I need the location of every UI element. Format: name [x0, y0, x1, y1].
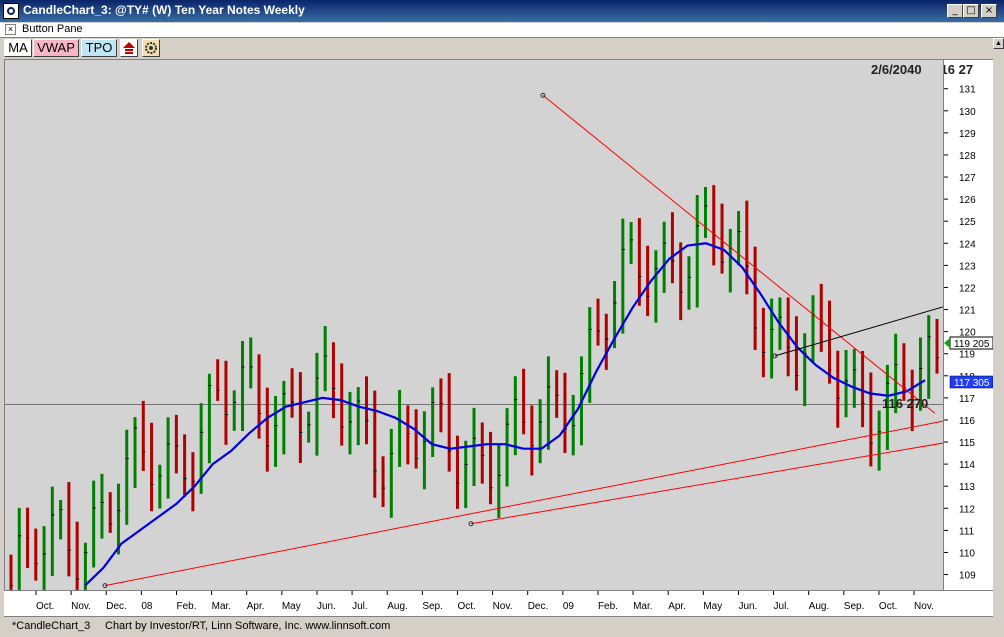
- date-tick-label: Jun.: [317, 601, 336, 612]
- date-label: 2/6/2040: [871, 62, 922, 77]
- price-tick-label: 119: [959, 350, 975, 361]
- date-axis: Oct. Nov. Dec. 08 Feb. Mar. Apr. May Jun. Jul. Aug…: [4, 591, 993, 617]
- date-tick-label: Aug.: [809, 601, 830, 612]
- gear-icon[interactable]: [142, 39, 160, 57]
- price-tick-label: 111: [959, 526, 975, 537]
- ma-value-tag: 117 305: [949, 375, 994, 389]
- price-tick-label: 114: [959, 460, 975, 471]
- price-tick-label: 124: [959, 239, 976, 250]
- moving-average-line: [84, 242, 926, 587]
- price-marker-label: 116 270: [882, 396, 928, 411]
- price-tick-label: 116: [959, 416, 975, 427]
- close-button[interactable]: ×: [981, 4, 997, 18]
- date-tick-label: Feb.: [176, 601, 196, 612]
- date-tick-label: Dec.: [106, 601, 127, 612]
- trendline-channel: [774, 306, 943, 357]
- price-axis-canvas: 116 27 131 130 129 128 127 126 125 124 123 122 121…: [934, 62, 994, 582]
- app-icon: [3, 3, 19, 19]
- price-readout: 116 27: [944, 62, 973, 77]
- trendline-anchor: [772, 353, 778, 359]
- price-tick-label: 131: [959, 85, 976, 96]
- date-tick-label: Mar.: [212, 601, 231, 612]
- price-tick-label: 129: [959, 129, 976, 140]
- trendline-anchor: [540, 92, 546, 98]
- vwap-button[interactable]: VWAP: [33, 39, 79, 57]
- date-tick-label: Oct.: [879, 601, 897, 612]
- price-tick-label: 123: [959, 261, 976, 272]
- trendline-support-1: [104, 420, 943, 587]
- price-chart-canvas: 2/6/2040 116 270: [5, 62, 943, 590]
- price-tick-label: 120: [959, 328, 976, 339]
- date-tick-label: Sep.: [422, 601, 443, 612]
- price-tick-label: 121: [959, 306, 976, 317]
- date-tick-label: Oct.: [36, 601, 54, 612]
- gear-icon-glyph: [145, 42, 157, 54]
- date-tick-label: Dec.: [528, 601, 549, 612]
- date-axis-canvas: Oct. Nov. Dec. 08 Feb. Mar. Apr. May Jun. Jul. Aug…: [35, 591, 934, 612]
- price-tick-label: 117: [959, 394, 975, 405]
- title-bar: CandleChart_3: @TY# (W) Ten Year Notes W…: [0, 0, 1004, 22]
- price-tick-label: 126: [959, 195, 976, 206]
- minimize-button[interactable]: _: [947, 4, 963, 18]
- date-tick-label: Nov.: [914, 601, 934, 612]
- date-tick-label: 08: [141, 601, 153, 612]
- date-tick-label: Feb.: [598, 601, 618, 612]
- pyramid-icon-glyph: [123, 42, 135, 54]
- tpo-button[interactable]: TPO: [81, 39, 117, 57]
- date-tick-label: Apr.: [668, 601, 686, 612]
- last-price-label: 119 205: [954, 339, 990, 350]
- price-tick-label: 130: [959, 107, 976, 118]
- pyramid-icon[interactable]: [120, 39, 138, 57]
- date-tick-label: 09: [563, 601, 575, 612]
- ma-button[interactable]: MA: [4, 39, 32, 57]
- date-tick-label: Jul.: [352, 601, 368, 612]
- price-tick-label: 125: [959, 217, 976, 228]
- credit-text: Chart by Investor/RT, Linn Software, Inc…: [105, 620, 391, 632]
- button-pane-label: Button Pane: [22, 23, 83, 35]
- chart-tab-name[interactable]: *CandleChart_3: [12, 620, 91, 632]
- price-chart[interactable]: 2/6/2040 116 270: [4, 59, 944, 591]
- date-tick-label: Oct.: [457, 601, 475, 612]
- date-tick-label: Aug.: [387, 601, 408, 612]
- date-tick-label: Jun.: [738, 601, 757, 612]
- status-bar: *CandleChart_3 Chart by Investor/RT, Lin…: [0, 617, 1004, 637]
- date-tick-label: Sep.: [844, 601, 865, 612]
- window-title: CandleChart_3: @TY# (W) Ten Year Notes W…: [23, 3, 305, 17]
- price-tick-label: 109: [959, 571, 976, 582]
- toolbar: MA VWAP TPO: [0, 38, 1004, 58]
- ma-value-label: 117 305: [954, 378, 990, 389]
- date-tick-label: Mar.: [633, 601, 652, 612]
- price-axis: 116 27 131 130 129 128 127 126 125 124 123 122 121…: [934, 59, 994, 591]
- date-tick-label: Nov.: [71, 601, 91, 612]
- button-pane-close-icon[interactable]: ×: [5, 24, 16, 35]
- price-tick-label: 128: [959, 151, 976, 162]
- price-tick-label: 110: [959, 548, 975, 559]
- button-pane: × Button Pane: [0, 23, 1004, 38]
- price-tick-label: 115: [959, 438, 975, 449]
- date-tick-label: Apr.: [247, 601, 265, 612]
- date-tick-label: Nov.: [493, 601, 513, 612]
- trendline-anchor: [102, 583, 108, 589]
- restore-button[interactable]: □: [963, 4, 979, 18]
- price-tick-label: 113: [959, 482, 975, 493]
- date-tick-label: May: [282, 601, 301, 612]
- date-tick-label: Jul.: [774, 601, 790, 612]
- price-tick-label: 122: [959, 283, 976, 294]
- date-tick-label: May: [703, 601, 722, 612]
- last-price-tag: 119 205: [944, 336, 994, 350]
- trendline-anchor: [468, 521, 474, 527]
- scroll-up-arrow-icon[interactable]: ▲: [993, 38, 1004, 49]
- trendline-resistance: [542, 94, 936, 414]
- trendline-support-2: [470, 442, 943, 525]
- price-tick-label: 127: [959, 173, 976, 184]
- price-tick-label: 112: [959, 504, 975, 515]
- vertical-scrollbar[interactable]: ▲: [993, 38, 1004, 610]
